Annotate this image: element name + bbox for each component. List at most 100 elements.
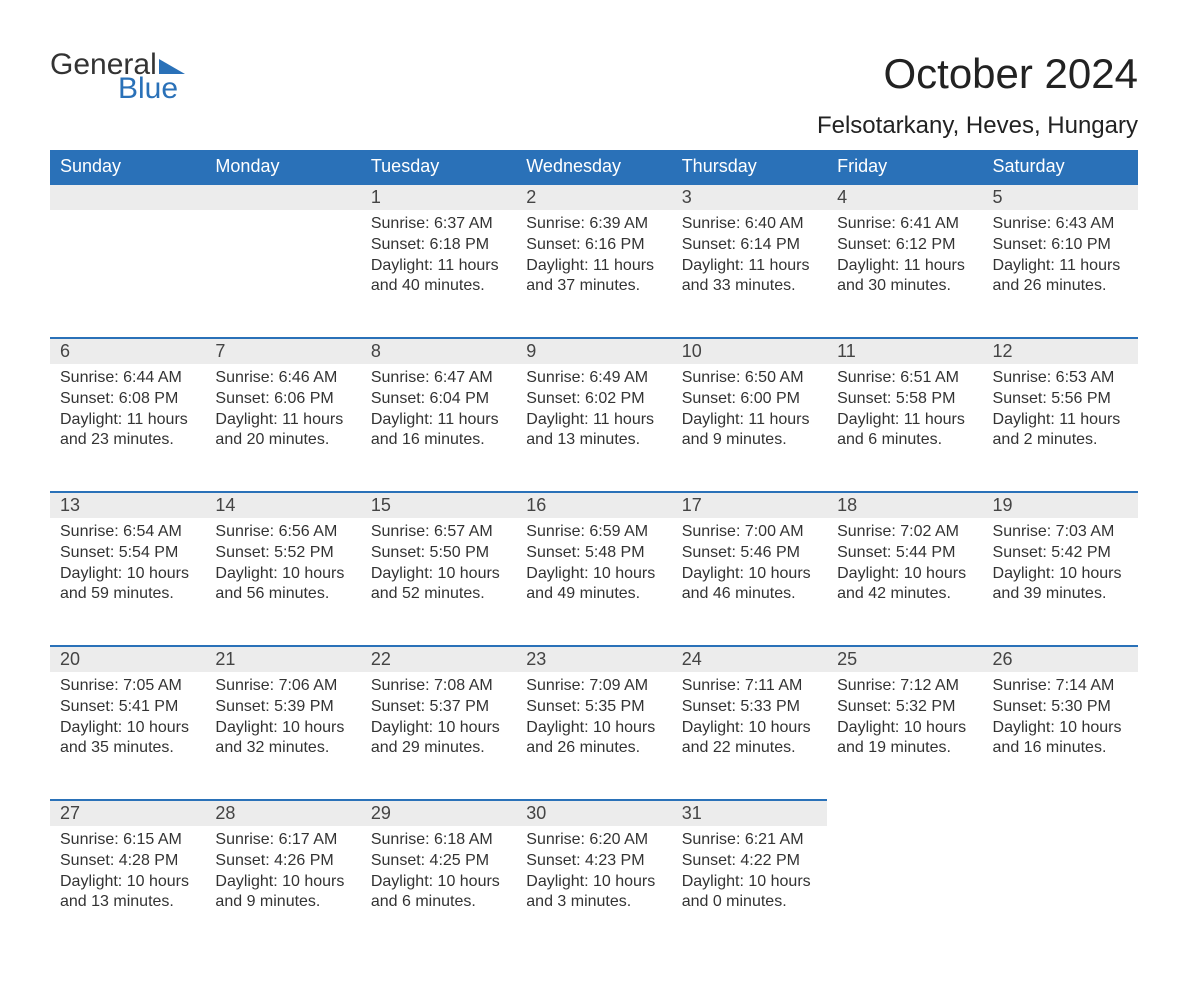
cell-line: Sunset: 6:08 PM xyxy=(60,389,195,410)
cell-line: and 23 minutes. xyxy=(60,430,195,451)
cell-line: and 52 minutes. xyxy=(371,584,506,605)
cell-line: Sunrise: 6:18 AM xyxy=(371,830,506,851)
day-number-cell: 15 xyxy=(361,492,516,518)
cell-line: Sunrise: 7:08 AM xyxy=(371,676,506,697)
cell-line: Sunrise: 6:57 AM xyxy=(371,522,506,543)
cell-line: Sunset: 6:18 PM xyxy=(371,235,506,256)
cell-line: Daylight: 11 hours xyxy=(215,410,350,431)
cell-line: Sunset: 6:16 PM xyxy=(526,235,661,256)
day-number-cell: 27 xyxy=(50,800,205,826)
day-content-cell: Sunrise: 6:15 AMSunset: 4:28 PMDaylight:… xyxy=(50,826,205,954)
cell-line: Sunrise: 6:37 AM xyxy=(371,214,506,235)
cell-line: and 35 minutes. xyxy=(60,738,195,759)
day-header: Saturday xyxy=(983,150,1138,184)
day-content-cell: Sunrise: 6:54 AMSunset: 5:54 PMDaylight:… xyxy=(50,518,205,646)
day-content-cell: Sunrise: 6:56 AMSunset: 5:52 PMDaylight:… xyxy=(205,518,360,646)
cell-line: Sunrise: 6:54 AM xyxy=(60,522,195,543)
day-number-cell: 22 xyxy=(361,646,516,672)
day-content-cell: Sunrise: 6:18 AMSunset: 4:25 PMDaylight:… xyxy=(361,826,516,954)
day-content-cell: Sunrise: 6:57 AMSunset: 5:50 PMDaylight:… xyxy=(361,518,516,646)
cell-line: Daylight: 10 hours xyxy=(837,718,972,739)
cell-line: and 26 minutes. xyxy=(993,276,1128,297)
day-content-cell: Sunrise: 6:44 AMSunset: 6:08 PMDaylight:… xyxy=(50,364,205,492)
cell-line: Sunset: 5:52 PM xyxy=(215,543,350,564)
day-number-cell: 6 xyxy=(50,338,205,364)
cell-line: Sunset: 5:39 PM xyxy=(215,697,350,718)
cell-line: Sunset: 5:35 PM xyxy=(526,697,661,718)
day-header-row: Sunday Monday Tuesday Wednesday Thursday… xyxy=(50,150,1138,184)
day-header: Tuesday xyxy=(361,150,516,184)
day-content-cell: Sunrise: 7:08 AMSunset: 5:37 PMDaylight:… xyxy=(361,672,516,800)
cell-line: and 42 minutes. xyxy=(837,584,972,605)
cell-line: Sunrise: 7:05 AM xyxy=(60,676,195,697)
day-content-cell: Sunrise: 6:49 AMSunset: 6:02 PMDaylight:… xyxy=(516,364,671,492)
day-number-cell: 28 xyxy=(205,800,360,826)
cell-line: and 2 minutes. xyxy=(993,430,1128,451)
cell-line: and 13 minutes. xyxy=(60,892,195,913)
cell-line: and 46 minutes. xyxy=(682,584,817,605)
logo: General Blue xyxy=(50,50,185,104)
cell-line: Daylight: 11 hours xyxy=(526,256,661,277)
cell-line: Sunrise: 6:47 AM xyxy=(371,368,506,389)
day-content-cell: Sunrise: 6:21 AMSunset: 4:22 PMDaylight:… xyxy=(672,826,827,954)
day-number-cell: 7 xyxy=(205,338,360,364)
day-content-cell: Sunrise: 7:03 AMSunset: 5:42 PMDaylight:… xyxy=(983,518,1138,646)
cell-line: and 30 minutes. xyxy=(837,276,972,297)
cell-line: Sunrise: 6:40 AM xyxy=(682,214,817,235)
cell-line: Sunrise: 6:59 AM xyxy=(526,522,661,543)
cell-line: Sunset: 5:33 PM xyxy=(682,697,817,718)
cell-line: and 49 minutes. xyxy=(526,584,661,605)
day-content-cell xyxy=(205,210,360,338)
day-content-cell: Sunrise: 6:17 AMSunset: 4:26 PMDaylight:… xyxy=(205,826,360,954)
cell-line: Sunset: 5:56 PM xyxy=(993,389,1128,410)
cell-line: and 26 minutes. xyxy=(526,738,661,759)
calendar-table: Sunday Monday Tuesday Wednesday Thursday… xyxy=(50,150,1138,954)
content-row: Sunrise: 6:54 AMSunset: 5:54 PMDaylight:… xyxy=(50,518,1138,646)
day-content-cell: Sunrise: 7:06 AMSunset: 5:39 PMDaylight:… xyxy=(205,672,360,800)
day-header: Friday xyxy=(827,150,982,184)
day-content-cell: Sunrise: 6:47 AMSunset: 6:04 PMDaylight:… xyxy=(361,364,516,492)
daynum-row: 13141516171819 xyxy=(50,492,1138,518)
day-number-cell: 24 xyxy=(672,646,827,672)
day-number-cell: 12 xyxy=(983,338,1138,364)
day-number-cell: 26 xyxy=(983,646,1138,672)
cell-line: Sunset: 4:26 PM xyxy=(215,851,350,872)
cell-line: and 0 minutes. xyxy=(682,892,817,913)
cell-line: Sunset: 5:58 PM xyxy=(837,389,972,410)
cell-line: Daylight: 11 hours xyxy=(60,410,195,431)
day-number-cell: 1 xyxy=(361,184,516,210)
cell-line: Sunset: 5:46 PM xyxy=(682,543,817,564)
cell-line: Daylight: 10 hours xyxy=(60,872,195,893)
day-content-cell: Sunrise: 6:20 AMSunset: 4:23 PMDaylight:… xyxy=(516,826,671,954)
day-content-cell: Sunrise: 7:09 AMSunset: 5:35 PMDaylight:… xyxy=(516,672,671,800)
cell-line: Daylight: 11 hours xyxy=(682,410,817,431)
content-row: Sunrise: 6:44 AMSunset: 6:08 PMDaylight:… xyxy=(50,364,1138,492)
cell-line: Sunrise: 7:03 AM xyxy=(993,522,1128,543)
day-content-cell: Sunrise: 6:50 AMSunset: 6:00 PMDaylight:… xyxy=(672,364,827,492)
cell-line: Daylight: 10 hours xyxy=(371,872,506,893)
cell-line: and 9 minutes. xyxy=(682,430,817,451)
cell-line: Sunrise: 6:43 AM xyxy=(993,214,1128,235)
cell-line: Daylight: 10 hours xyxy=(682,718,817,739)
day-number-cell: 30 xyxy=(516,800,671,826)
cell-line: Sunset: 5:41 PM xyxy=(60,697,195,718)
cell-line: Sunrise: 7:14 AM xyxy=(993,676,1128,697)
cell-line: and 56 minutes. xyxy=(215,584,350,605)
cell-line: Sunset: 6:10 PM xyxy=(993,235,1128,256)
day-content-cell: Sunrise: 6:37 AMSunset: 6:18 PMDaylight:… xyxy=(361,210,516,338)
cell-line: Daylight: 11 hours xyxy=(993,410,1128,431)
cell-line: Sunset: 5:50 PM xyxy=(371,543,506,564)
cell-line: Sunset: 5:42 PM xyxy=(993,543,1128,564)
cell-line: Sunset: 5:44 PM xyxy=(837,543,972,564)
cell-line: and 29 minutes. xyxy=(371,738,506,759)
cell-line: Sunset: 4:22 PM xyxy=(682,851,817,872)
cell-line: and 22 minutes. xyxy=(682,738,817,759)
cell-line: Sunrise: 6:44 AM xyxy=(60,368,195,389)
day-number-cell: 23 xyxy=(516,646,671,672)
day-content-cell: Sunrise: 6:39 AMSunset: 6:16 PMDaylight:… xyxy=(516,210,671,338)
cell-line: Daylight: 10 hours xyxy=(60,564,195,585)
day-content-cell: Sunrise: 6:40 AMSunset: 6:14 PMDaylight:… xyxy=(672,210,827,338)
daynum-row: 2728293031 xyxy=(50,800,1138,826)
cell-line: Sunrise: 7:12 AM xyxy=(837,676,972,697)
cell-line: Daylight: 10 hours xyxy=(215,872,350,893)
